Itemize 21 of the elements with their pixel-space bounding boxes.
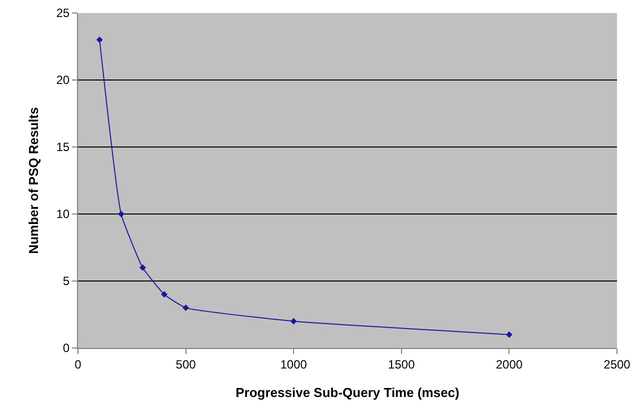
point — [118, 210, 124, 218]
y-tick-label: 25 — [56, 6, 70, 20]
x-axis-title: Progressive Sub-Query Time (msec) — [236, 385, 460, 400]
point — [160, 291, 168, 298]
point — [96, 36, 103, 44]
x-tick-label: 0 — [74, 357, 82, 372]
point — [506, 331, 512, 338]
y-tick-label: 10 — [56, 207, 70, 222]
point — [139, 264, 146, 271]
y-tick-label: 20 — [56, 73, 70, 88]
point — [290, 318, 297, 324]
y-tick-label: 0 — [62, 341, 70, 356]
y-tick-label: 5 — [62, 274, 70, 288]
x-tick-label: 500 — [176, 357, 196, 372]
x-tick-label: 2500 — [604, 357, 631, 372]
x-tick-label: 2000 — [496, 357, 523, 372]
point — [182, 304, 190, 312]
y-axis-title: Number of PSQ Results — [26, 107, 42, 254]
y-tick-label: 15 — [56, 140, 70, 154]
x-tick-label: 1000 — [280, 357, 308, 372]
x-tick-label: 1500 — [388, 357, 416, 372]
